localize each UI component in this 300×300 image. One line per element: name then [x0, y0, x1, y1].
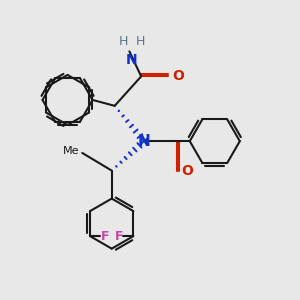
- Text: F: F: [100, 230, 109, 243]
- Text: H: H: [118, 35, 128, 48]
- Text: Me: Me: [63, 146, 79, 157]
- Text: O: O: [181, 164, 193, 178]
- Text: F: F: [114, 230, 123, 243]
- Text: N: N: [126, 53, 138, 67]
- Text: H: H: [135, 35, 145, 48]
- Text: O: O: [172, 69, 184, 83]
- Text: N: N: [138, 134, 151, 149]
